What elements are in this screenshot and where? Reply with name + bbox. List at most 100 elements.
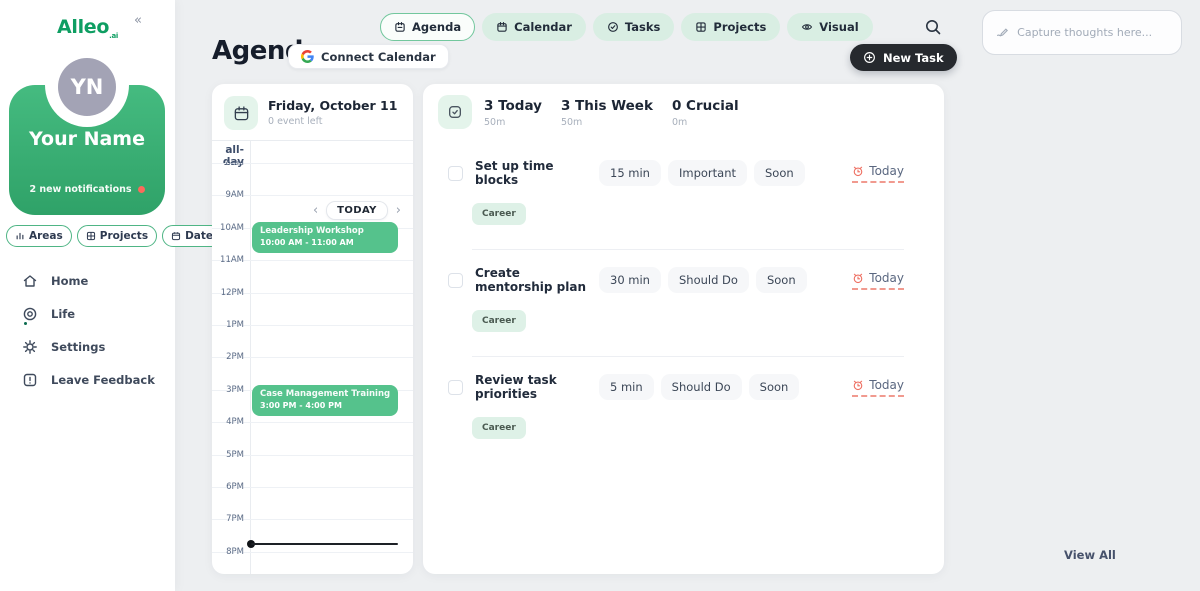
hour-label: 4PM [226,417,244,427]
calendar-icon [497,21,507,32]
stat-duration: 0m [671,117,688,128]
tab-calendar[interactable]: Calendar [482,13,586,41]
calendar-icon [172,232,181,241]
avatar[interactable]: YN [58,58,116,116]
prev-day-icon[interactable]: ‹ [312,203,319,218]
calendar-header: Friday, October 11 0 event left [212,84,413,130]
alarm-clock-icon [853,166,863,176]
hour-label: 10AM [220,223,244,233]
task-row: Create mentorship plan 30 min Should Do … [423,250,944,357]
tasks-panel: 3 Today 50m 3 This Week 50m 0 Crucial 0m… [423,84,944,574]
tasks-header: 3 Today 50m 3 This Week 50m 0 Crucial 0m [423,84,944,129]
next-day-icon[interactable]: › [395,203,401,218]
hour-line: 6PM [212,482,413,492]
tab-label: Projects [713,20,767,34]
sidebar-item-settings[interactable]: Settings [22,330,155,363]
task-checkbox[interactable] [448,272,463,288]
duration-chip[interactable]: 15 min [599,160,661,186]
capture-thoughts-box [982,10,1182,55]
calendar-panel: Friday, October 11 0 event left ‹ TODAY … [212,84,413,574]
sidebar-item-life[interactable]: Life [22,297,155,330]
eye-icon [802,24,813,30]
filter-chip-areas[interactable]: Areas [6,225,72,247]
tasks-tile-icon [438,95,472,129]
profile-card: YN Your Name 2 new notifications [9,43,165,215]
task-checkbox[interactable] [448,165,463,181]
tab-label: Tasks [624,20,661,34]
calendar-event[interactable]: Leadership Workshop 10:00 AM - 11:00 AM [252,222,398,253]
category-tag[interactable]: Career [472,417,526,439]
sidebar-item-home[interactable]: Home [22,264,155,297]
menu-label: Life [51,306,76,321]
collapse-sidebar-icon[interactable]: « [134,13,142,28]
category-tag[interactable]: Career [472,310,526,332]
hour-line: 1PM [212,320,413,330]
app-logo: Alleo.ai [56,16,119,40]
notification-dot [137,186,145,193]
due-date-flag[interactable]: Today [852,164,904,183]
duration-chip[interactable]: 5 min [599,374,654,400]
grid-icon [86,231,95,241]
stat-today: 3 Today 50m [484,98,542,129]
hour-line: 9AM [212,190,413,200]
hour-line: 7PM [212,514,413,524]
urgency-chip[interactable]: Soon [755,267,807,293]
google-icon [301,50,314,63]
filter-label: Areas [29,230,63,242]
filter-chip-date[interactable]: Date [162,225,223,247]
tab-label: Visual [819,20,859,34]
tab-agenda[interactable]: Agenda [380,13,476,41]
task-row: Set up time blocks 15 min Important Soon… [423,143,944,250]
stat-duration: 50m [560,117,583,128]
sidebar-item-leave-feedback[interactable]: Leave Feedback [22,363,155,396]
task-list: Set up time blocks 15 min Important Soon… [423,143,944,463]
urgency-chip[interactable]: Soon [754,160,805,186]
new-task-label: New Task [883,50,944,65]
plus-circle-icon [864,52,875,63]
task-stats: 3 Today 50m 3 This Week 50m 0 Crucial 0m [484,98,739,129]
alarm-clock-icon [853,380,863,390]
hour-label: 9AM [225,190,244,200]
tab-tasks[interactable]: Tasks [592,13,675,41]
stat-this-week: 3 This Week 50m [561,98,653,129]
tab-visual[interactable]: Visual [787,13,873,41]
due-date-flag[interactable]: Today [852,378,904,397]
calendar-day-nav: ‹ TODAY › [313,201,401,220]
hour-label: 3PM [226,385,244,395]
stat-count: 3 This Week [560,98,653,114]
calendar-event[interactable]: Case Management Training 3:00 PM - 4:00 … [252,385,398,416]
duration-chip[interactable]: 30 min [599,267,661,293]
calendar-tile-icon [224,96,258,130]
hour-label: 2PM [226,352,244,362]
connect-calendar-button[interactable]: Connect Calendar [288,44,449,69]
today-button[interactable]: TODAY [326,201,388,220]
category-tag[interactable]: Career [472,203,526,225]
stat-duration: 50m [484,117,506,128]
event-time: 3:00 PM - 4:00 PM [260,401,342,410]
notifications-link[interactable]: 2 new notifications [9,184,165,195]
due-date-flag[interactable]: Today [852,271,904,290]
urgency-chip[interactable]: Soon [748,374,800,400]
due-label: Today [869,377,904,392]
hour-line: 11AM [212,255,413,265]
tab-projects[interactable]: Projects [681,13,781,41]
priority-chip[interactable]: Important [667,160,747,186]
priority-chip[interactable]: Should Do [667,267,749,293]
feedback-icon [22,372,38,388]
priority-chip[interactable]: Should Do [660,374,742,400]
home-icon [22,273,38,289]
view-all-link[interactable]: View All [1064,548,1116,562]
stat-count: 0 Crucial [671,98,739,114]
capture-thoughts-input[interactable] [1017,26,1168,39]
search-icon[interactable] [924,18,942,36]
agenda-icon [395,21,405,32]
task-checkbox[interactable] [448,379,463,395]
grid-icon [696,22,707,32]
sidebar-filters: Areas Projects Date [6,225,223,247]
event-title: Leadership Workshop [260,226,364,236]
tab-label: Agenda [412,20,462,34]
day-grid: all-day 8AM 9AM 10AM 11AM 12PM 1PM 2PM 3… [212,140,413,574]
hour-line: 4PM [212,417,413,427]
new-task-button[interactable]: New Task [850,44,957,71]
filter-chip-projects[interactable]: Projects [76,225,158,247]
